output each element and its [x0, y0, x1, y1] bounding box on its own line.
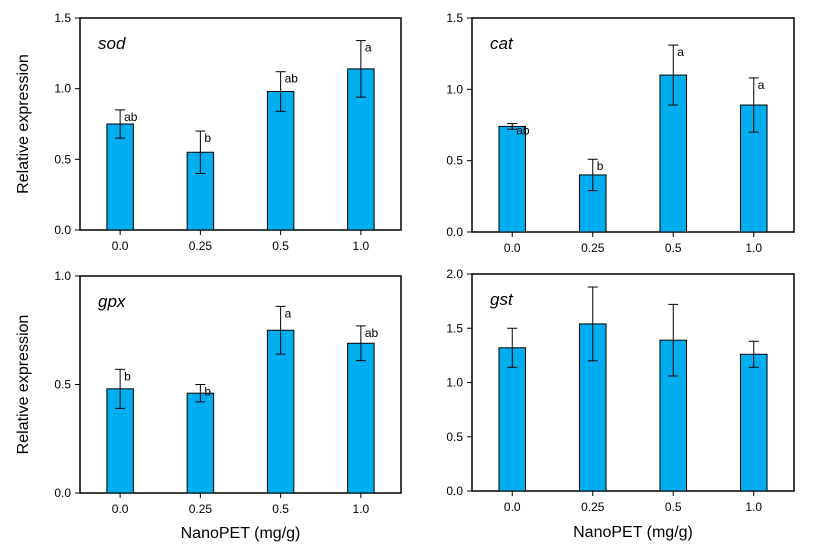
panel-title: gst [490, 290, 514, 309]
x-tick-label: 1.0 [353, 502, 370, 516]
y-tick-label: 0.0 [446, 484, 463, 498]
x-axis-title: NanoPET (mg/g) [181, 525, 301, 542]
x-tick-label: 0.5 [665, 241, 682, 255]
x-tick-label: 0.0 [504, 241, 521, 255]
bar-0.0 [498, 347, 527, 492]
panel-title: gpx [98, 292, 126, 311]
bar-1.0 [739, 353, 768, 492]
y-tick-label: 0.0 [54, 486, 71, 500]
plot-frame [471, 17, 795, 233]
bar-0.25 [186, 392, 215, 494]
x-tick-label: 0.5 [272, 502, 289, 516]
x-tick-label: 1.0 [745, 241, 762, 255]
x-tick-label: 0.25 [581, 500, 605, 514]
x-tick-label: 0.25 [189, 239, 213, 253]
significance-label: ab [285, 72, 299, 86]
y-tick-label: 1.0 [446, 82, 463, 96]
x-tick-label: 0.25 [581, 241, 605, 255]
significance-label: ab [365, 326, 379, 340]
x-tick-label: 0.0 [112, 239, 129, 253]
bar-0.0 [498, 125, 527, 233]
significance-label: a [758, 78, 765, 92]
x-tick-label: 0.0 [112, 502, 129, 516]
y-tick-label: 1.5 [54, 11, 71, 25]
y-tick-label: 1.0 [54, 269, 71, 283]
chart-panel-sod: 0.0 0.5 1.0 1.5 ab 0.0 b 0.25 ab 0.5 a 1.0 sod Relati… [15, 11, 402, 253]
significance-label: ab [516, 124, 530, 138]
y-tick-label: 0.5 [446, 154, 463, 168]
x-tick-label: 1.0 [745, 500, 762, 514]
significance-label: b [597, 159, 604, 173]
y-tick-label: 1.0 [54, 82, 71, 96]
bar-0.0 [106, 123, 134, 231]
significance-label: b [204, 131, 211, 145]
significance-label: a [365, 41, 372, 55]
panel-title: cat [490, 34, 514, 53]
significance-label: b [204, 385, 211, 399]
y-axis-title: Relative expression [15, 315, 32, 455]
y-tick-label: 0.0 [446, 225, 463, 239]
y-tick-label: 0.0 [54, 223, 71, 237]
y-tick-label: 0.5 [54, 378, 71, 392]
y-tick-label: 1.5 [446, 11, 463, 25]
x-tick-label: 1.0 [353, 239, 370, 253]
y-tick-label: 2.0 [446, 267, 463, 281]
x-tick-label: 0.5 [272, 239, 289, 253]
chart-panel-gst: 0.0 0.5 1.0 1.5 2.0 0.0 0.25 0.5 1.0 gst NanoPET (… [446, 267, 795, 541]
y-tick-label: 1.5 [446, 321, 463, 335]
bar-0.5 [266, 90, 295, 231]
significance-label: a [677, 45, 684, 59]
x-tick-label: 0.25 [189, 502, 213, 516]
y-tick-label: 0.5 [54, 152, 71, 166]
significance-label: b [124, 369, 131, 383]
y-axis-title: Relative expression [15, 54, 32, 194]
plot-frame [79, 17, 402, 231]
y-tick-label: 0.5 [446, 430, 463, 444]
bar-1.0 [347, 342, 375, 494]
chart-panel-gpx: 0.0 0.5 1.0 b 0.0 b 0.25 a 0.5 ab 1.0 gpx Relative e… [15, 269, 402, 542]
x-tick-label: 0.5 [665, 500, 682, 514]
bar-0.5 [266, 329, 295, 494]
panel-title: sod [98, 34, 126, 53]
chart-panel-cat: 0.0 0.5 1.0 1.5 ab 0.0 b 0.25 a 0.5 a 1.0 cat [446, 11, 795, 255]
x-tick-label: 0.0 [504, 500, 521, 514]
significance-label: a [285, 306, 292, 320]
x-axis-title: NanoPET (mg/g) [573, 524, 693, 541]
y-tick-label: 1.0 [446, 376, 463, 390]
significance-label: ab [124, 110, 138, 124]
